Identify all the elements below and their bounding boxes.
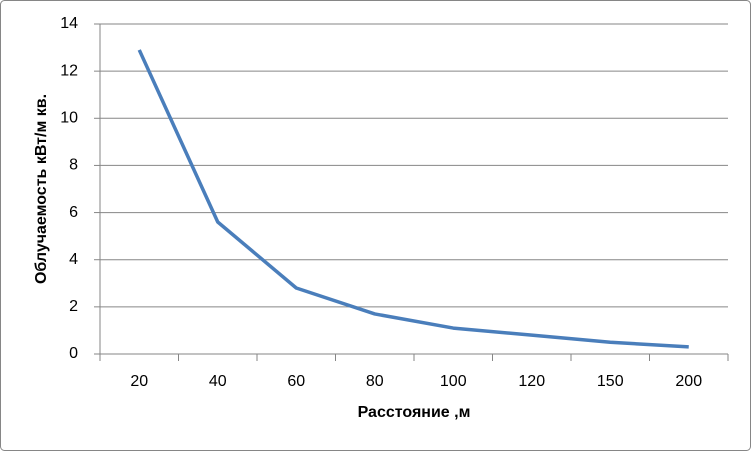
y-tick-label: 10: [60, 110, 78, 127]
x-tick-label: 100: [440, 373, 467, 390]
y-tick-label: 8: [69, 157, 78, 174]
y-tick-label: 2: [69, 298, 78, 315]
y-tick-label: 12: [60, 62, 78, 79]
x-tick-label: 60: [287, 373, 305, 390]
y-axis-title: Облучаемость кВт/м кв.: [33, 94, 50, 284]
x-tick-label: 40: [209, 373, 227, 390]
x-tick-label: 120: [518, 373, 545, 390]
data-line: [137, 49, 689, 349]
y-tick-label: 14: [60, 15, 78, 32]
x-tick-label: 80: [366, 373, 384, 390]
x-axis-title: Расстояние ,м: [358, 404, 471, 421]
y-tick-label: 6: [69, 204, 78, 221]
y-tick-label: 4: [69, 251, 78, 268]
x-tick-label: 20: [130, 373, 148, 390]
y-tick-label: 0: [69, 345, 78, 362]
x-tick-label: 200: [675, 373, 702, 390]
x-tick-label: 150: [597, 373, 624, 390]
